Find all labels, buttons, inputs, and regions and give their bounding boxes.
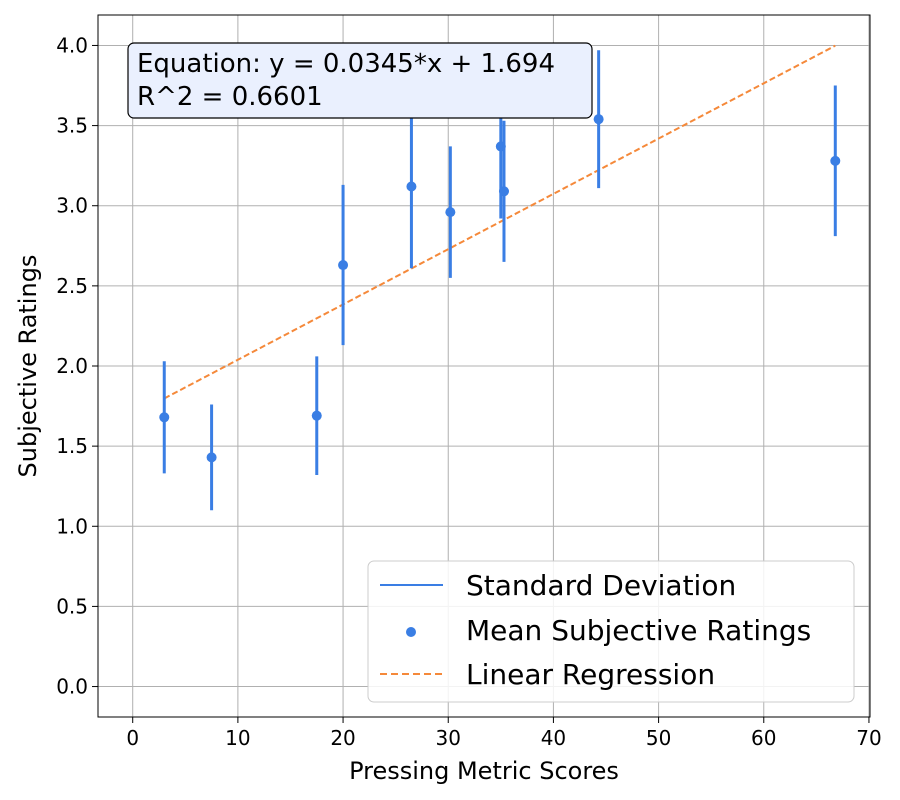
data-point [311,410,322,421]
y-axis-title: Subjective Ratings [14,255,42,478]
x-tick-label: 0 [126,726,139,750]
r-squared-text: R^2 = 0.6601 [137,82,323,112]
regression-line [163,44,836,400]
regression-layer [163,44,836,400]
legend-box [367,560,855,703]
data-point [830,155,841,166]
data-point [593,114,604,125]
data-point [445,207,456,218]
equation-text: Equation: y = 0.0345*x + 1.694 [137,49,555,79]
x-tick-label: 50 [646,726,671,750]
legend-mean-swatch [406,627,416,637]
data-point [206,452,217,463]
x-tick-label: 10 [225,726,250,750]
legend-sd-label: Standard Deviation [466,569,736,602]
y-tick-label: 2.5 [56,274,88,298]
legend: Standard Deviation Mean Subjective Ratin… [367,560,855,703]
ticks-layer: 0 10 20 30 40 50 60 70 0.0 0.5 1.0 1.5 2.0 2.5 3.0 3.5 4… [56,33,881,750]
legend-regression-label: Linear Regression [466,658,715,691]
points-layer [159,50,841,511]
y-tick-label: 3.0 [56,194,88,218]
data-point [406,181,417,192]
x-tick-label: 30 [436,726,461,750]
x-tick-label: 60 [751,726,776,750]
equation-annotation: Equation: y = 0.0345*x + 1.694 R^2 = 0.6… [127,42,593,119]
x-tick-label: 20 [330,726,355,750]
legend-mean-label: Mean Subjective Ratings [466,614,811,647]
data-point [159,412,170,423]
x-axis-title: Pressing Metric Scores [349,757,619,785]
y-tick-label: 0.0 [56,675,88,699]
annotation-box-background [127,42,593,119]
x-tick-label: 70 [856,726,881,750]
y-tick-label: 1.5 [56,434,88,458]
data-point [495,141,506,152]
y-tick-label: 3.5 [56,114,88,138]
y-tick-label: 1.0 [56,514,88,538]
data-point [338,260,349,271]
data-point [498,186,509,197]
x-tick-label: 40 [541,726,566,750]
y-tick-label: 0.5 [56,594,88,618]
y-tick-label: 4.0 [56,33,88,57]
y-tick-label: 2.0 [56,354,88,378]
